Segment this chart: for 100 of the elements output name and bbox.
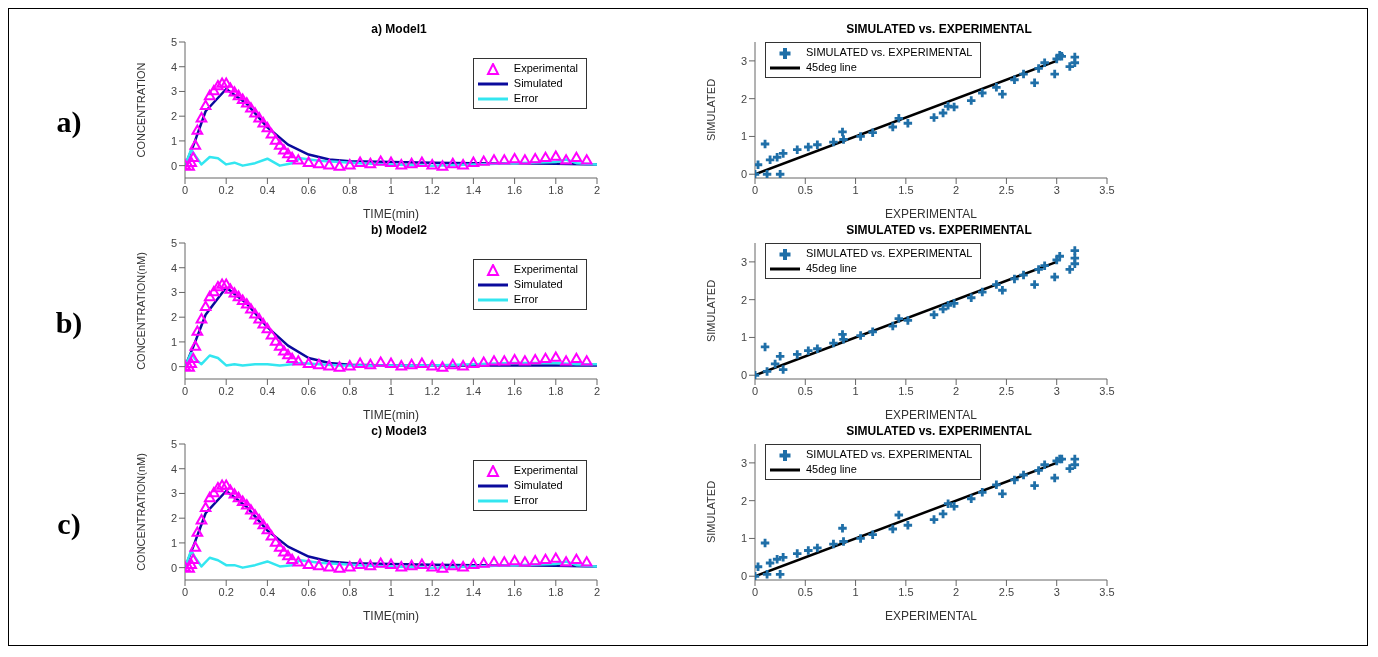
x-tick-label: 1 (387, 585, 395, 598)
x-tick-label: 1 (387, 183, 395, 196)
y-tick-label: 5 (170, 236, 177, 249)
x-tick-label: 0.4 (259, 183, 276, 196)
legend-label: Experimental (513, 463, 578, 478)
legend-label: Simulated (513, 277, 563, 292)
y-tick-label: 3 (170, 286, 177, 299)
x-tick-label: 2 (953, 183, 960, 196)
legend-label: Experimental (513, 262, 578, 277)
x-tick-label: 3 (1053, 585, 1060, 598)
legend-label: Error (513, 91, 539, 106)
x-tick-label: 1.4 (465, 585, 482, 598)
y-tick-label: 3 (740, 54, 747, 67)
x-tick-label: 0 (751, 384, 759, 397)
y-tick-label: 1 (740, 331, 747, 344)
legend-label: SIMULATED vs. EXPERIMENTAL (806, 45, 973, 60)
chart-title: c) Model3 (371, 424, 427, 438)
x-tick-label: 0 (751, 183, 759, 196)
x-tick-label: 1.6 (506, 384, 523, 397)
y-tick-label: 1 (740, 130, 747, 143)
x-tick-label: 1.5 (898, 384, 914, 397)
y-tick-label: 0 (740, 570, 747, 583)
x-tick-label: 1.2 (424, 183, 440, 196)
legend-label: 45deg line (806, 462, 857, 477)
legend-label: Simulated (513, 76, 563, 91)
x-tick-label: 0 (181, 384, 189, 397)
y-axis-title: CONCENTRATION (134, 62, 147, 158)
x-tick-label: 1.5 (898, 585, 914, 598)
x-tick-label: 3.5 (1099, 384, 1115, 397)
x-tick-label: 0.8 (342, 585, 358, 598)
x-tick-label: 0.2 (218, 183, 234, 196)
y-tick-label: 1 (740, 532, 747, 545)
y-tick-label: 1 (170, 134, 177, 147)
y-tick-label: 3 (740, 255, 747, 268)
x-tick-label: 1.8 (548, 585, 564, 598)
y-tick-label: 3 (740, 456, 747, 469)
x-tick-label: 0.5 (797, 183, 813, 196)
x-tick-label: 1 (852, 183, 859, 196)
y-axis-title: CONCENTRATION(nM) (134, 252, 147, 370)
y-tick-label: 3 (170, 85, 177, 98)
y-tick-label: 5 (170, 437, 177, 450)
x-tick-label: 2 (593, 183, 601, 196)
y-tick-label: 2 (740, 494, 747, 507)
x-tick-label: 2.5 (998, 183, 1015, 196)
legend-label: 45deg line (806, 261, 857, 276)
y-tick-label: 4 (170, 462, 177, 475)
x-tick-label: 0.5 (797, 384, 813, 397)
y-axis-title: SIMULATED (704, 480, 717, 544)
legend-label: Error (513, 493, 539, 508)
x-axis-title: EXPERIMENTAL (885, 408, 978, 422)
text: c) (56, 507, 82, 541)
x-tick-label: 2 (593, 384, 601, 397)
y-tick-label: 0 (170, 561, 177, 574)
x-tick-label: 0.4 (259, 585, 276, 598)
x-tick-label: 0.6 (300, 585, 317, 598)
y-tick-label: 1 (170, 536, 177, 549)
y-tick-label: 0 (740, 168, 747, 181)
legend-label: SIMULATED vs. EXPERIMENTAL (806, 246, 973, 261)
x-tick-label: 0.4 (259, 384, 276, 397)
x-tick-label: 0.8 (342, 183, 358, 196)
x-tick-label: 2 (953, 384, 960, 397)
y-tick-label: 4 (170, 261, 177, 274)
x-tick-label: 1.2 (424, 384, 440, 397)
x-tick-label: 0 (181, 585, 189, 598)
y-tick-label: 5 (170, 35, 177, 48)
x-tick-label: 1.4 (465, 384, 482, 397)
x-axis-title: TIME(min) (363, 207, 419, 221)
y-tick-label: 0 (170, 360, 177, 373)
x-tick-label: 3 (1053, 384, 1060, 397)
x-tick-label: 1.6 (506, 183, 523, 196)
text: a) (55, 105, 83, 139)
x-tick-label: 1.2 (424, 585, 440, 598)
y-tick-label: 0 (170, 159, 177, 172)
x-tick-label: 0 (751, 585, 759, 598)
chart-title: SIMULATED vs. EXPERIMENTAL (845, 22, 1033, 38)
x-tick-label: 1.5 (898, 183, 914, 196)
y-tick-label: 0 (740, 369, 747, 382)
x-tick-label: 2.5 (998, 585, 1015, 598)
legend-label: Error (513, 292, 539, 307)
x-tick-label: 3.5 (1099, 183, 1115, 196)
x-axis-title: EXPERIMENTAL (885, 609, 978, 623)
x-tick-label: 2 (953, 585, 960, 598)
chart-title: SIMULATED vs. EXPERIMENTAL (845, 424, 1033, 440)
x-axis-title: TIME(min) (363, 408, 419, 422)
chart-title: SIMULATED vs. EXPERIMENTAL (845, 223, 1033, 239)
y-tick-label: 2 (740, 293, 747, 306)
chart-title: a) Model1 (371, 22, 427, 36)
x-tick-label: 0.2 (218, 384, 234, 397)
x-tick-label: 1.4 (465, 183, 482, 196)
x-axis-title: EXPERIMENTAL (885, 207, 978, 221)
y-axis-title: CONCENTRATION(nM) (134, 453, 147, 571)
chart-title: b) Model2 (371, 223, 427, 237)
y-tick-label: 1 (170, 335, 177, 348)
x-tick-label: 2.5 (998, 384, 1015, 397)
y-tick-label: 3 (170, 487, 177, 500)
x-tick-label: 3 (1053, 183, 1060, 196)
y-axis-title: SIMULATED (704, 279, 717, 343)
legend-label: Simulated (513, 478, 563, 493)
x-tick-label: 0.6 (300, 384, 317, 397)
y-tick-label: 4 (170, 60, 177, 73)
